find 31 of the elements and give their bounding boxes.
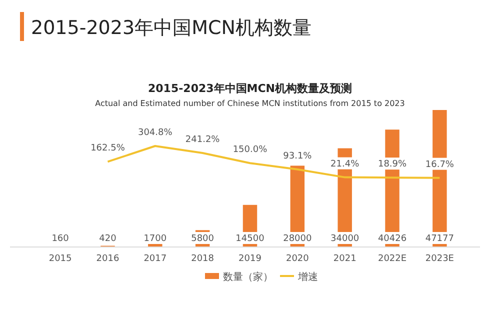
data-label: 160 — [52, 234, 70, 244]
legend-label: 数量（家） — [223, 271, 273, 283]
data-label: 420 — [99, 234, 117, 244]
x-tick-label: 2016 — [96, 254, 120, 264]
data-label: 304.8% — [138, 128, 173, 138]
chart-title: 2015-2023年中国MCN机构数量 — [31, 17, 312, 39]
text: Actual and Estimated number of Chinese MCN institutions from 2015 to 2023 — [95, 99, 405, 108]
legend-label: 增速 — [297, 271, 318, 283]
data-label: 150.0% — [232, 145, 268, 156]
data-label: 16.7% — [425, 160, 454, 170]
data-label: 47177 — [425, 234, 454, 244]
data-label: 162.5% — [90, 144, 126, 154]
data-label: 21.4% — [330, 159, 360, 170]
data-label: 28000 — [283, 234, 312, 244]
x-tick-label: 2021 — [333, 254, 356, 264]
x-tick-label: 2015 — [48, 254, 72, 264]
data-label: 40426 — [378, 234, 407, 244]
data-label: 14500 — [236, 234, 265, 244]
x-tick-label: 2020 — [286, 254, 310, 264]
data-label: 1700 — [144, 234, 167, 244]
x-tick-label: 2023E — [425, 254, 454, 264]
data-label: 18.9% — [378, 160, 408, 170]
x-tick-label: 2022E — [378, 254, 407, 264]
chart-subtitle: 2015-2023年中国MCN机构数量及预测 — [148, 82, 352, 95]
data-label: 93.1% — [283, 151, 312, 162]
data-label: 5800 — [191, 234, 214, 244]
data-label: 241.2% — [185, 135, 220, 146]
data-label: 34000 — [330, 234, 360, 244]
x-tick-label: 2019 — [238, 254, 262, 264]
x-tick-label: 2018 — [191, 254, 214, 264]
x-tick-label: 2017 — [144, 254, 167, 264]
